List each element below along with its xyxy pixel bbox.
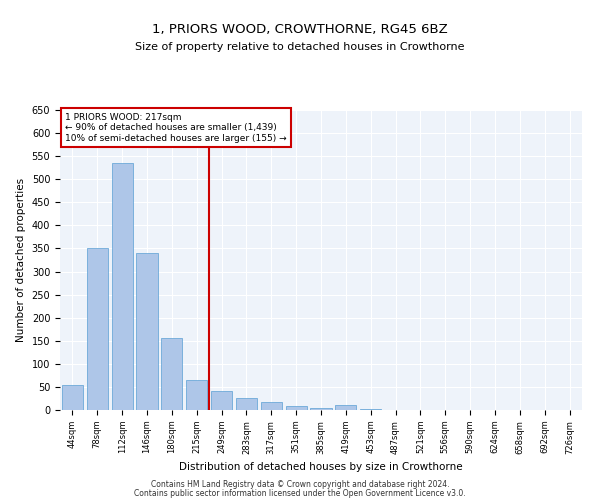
Bar bbox=[286, 406, 307, 410]
Bar bbox=[87, 248, 108, 410]
Bar bbox=[360, 409, 381, 410]
Bar bbox=[310, 408, 332, 410]
Text: Contains HM Land Registry data © Crown copyright and database right 2024.: Contains HM Land Registry data © Crown c… bbox=[151, 480, 449, 489]
Text: Size of property relative to detached houses in Crowthorne: Size of property relative to detached ho… bbox=[135, 42, 465, 52]
Bar bbox=[335, 406, 356, 410]
X-axis label: Distribution of detached houses by size in Crowthorne: Distribution of detached houses by size … bbox=[179, 462, 463, 472]
Bar bbox=[211, 390, 232, 410]
Bar bbox=[186, 380, 207, 410]
Text: 1, PRIORS WOOD, CROWTHORNE, RG45 6BZ: 1, PRIORS WOOD, CROWTHORNE, RG45 6BZ bbox=[152, 22, 448, 36]
Bar bbox=[161, 338, 182, 410]
Bar bbox=[112, 163, 133, 410]
Bar bbox=[136, 253, 158, 410]
Text: 1 PRIORS WOOD: 217sqm
← 90% of detached houses are smaller (1,439)
10% of semi-d: 1 PRIORS WOOD: 217sqm ← 90% of detached … bbox=[65, 113, 287, 143]
Bar bbox=[236, 398, 257, 410]
Bar bbox=[62, 384, 83, 410]
Text: Contains public sector information licensed under the Open Government Licence v3: Contains public sector information licen… bbox=[134, 488, 466, 498]
Y-axis label: Number of detached properties: Number of detached properties bbox=[16, 178, 26, 342]
Bar bbox=[261, 402, 282, 410]
